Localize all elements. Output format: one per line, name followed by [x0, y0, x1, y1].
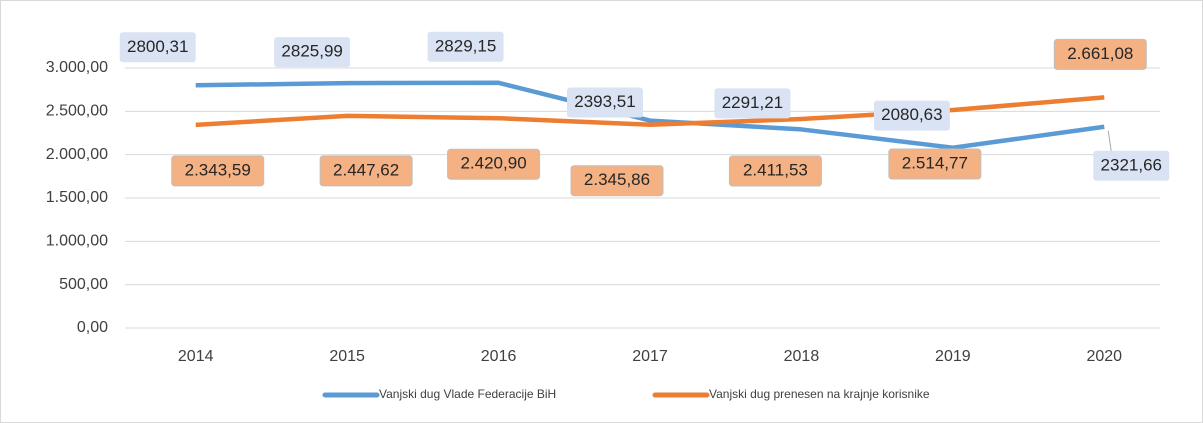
data-label-box [570, 165, 664, 197]
x-tick-label: 2020 [1086, 348, 1122, 365]
y-tick-label: 0,00 [77, 319, 108, 336]
x-tick-label: 2019 [935, 348, 971, 365]
data-label-box [274, 37, 351, 68]
data-label-box [873, 100, 950, 131]
data-label-box [714, 88, 791, 119]
x-tick-label: 2017 [632, 348, 668, 365]
y-tick-label: 1.500,00 [46, 189, 108, 206]
leader-line [1107, 130, 1112, 152]
x-tick-label: 2018 [784, 348, 820, 365]
x-tick-label: 2015 [329, 348, 365, 365]
data-label-box [567, 87, 643, 118]
data-label: 2.514,77 [902, 154, 968, 173]
data-label-box [171, 155, 265, 187]
data-label-box [319, 155, 413, 187]
x-tick-label: 2014 [178, 348, 214, 365]
data-label: 2.661,08 [1067, 44, 1133, 63]
data-label: 2.411,53 [743, 160, 808, 179]
data-label-box [427, 31, 504, 62]
data-label: 2825,99 [281, 42, 342, 61]
data-label: 2291,21 [722, 93, 783, 112]
data-line [195, 80, 1105, 150]
data-label-box [1093, 150, 1170, 181]
y-tick-label: 500,00 [59, 276, 108, 293]
y-tick-label: 3.000,00 [46, 59, 108, 76]
data-label-box [1053, 38, 1147, 70]
data-label: 2829,15 [435, 36, 496, 55]
data-label-box [888, 148, 982, 180]
y-tick-label: 1.000,00 [46, 233, 108, 250]
data-label-box [728, 155, 822, 187]
data-label-box [119, 32, 196, 63]
data-label: 2.343,59 [185, 160, 251, 179]
data-label: 2.420,90 [460, 154, 526, 173]
legend-label: Vanjski dug Vlade Federacije BiH [379, 387, 556, 401]
data-label-box [447, 148, 541, 180]
y-tick-label: 2.500,00 [46, 103, 108, 120]
data-label: 2393,51 [574, 92, 635, 111]
data-label: 2.345,86 [584, 170, 650, 189]
legend-label: Vanjski dug prenesen na krajnje korisnik… [709, 387, 930, 401]
data-label: 2080,63 [881, 105, 942, 124]
data-line [195, 95, 1105, 128]
data-label: 2321,66 [1101, 155, 1162, 174]
x-tick-label: 2016 [481, 348, 517, 365]
data-label: 2800,31 [127, 37, 188, 56]
data-label: 2.447,62 [333, 160, 399, 179]
y-tick-label: 2.000,00 [46, 146, 108, 163]
